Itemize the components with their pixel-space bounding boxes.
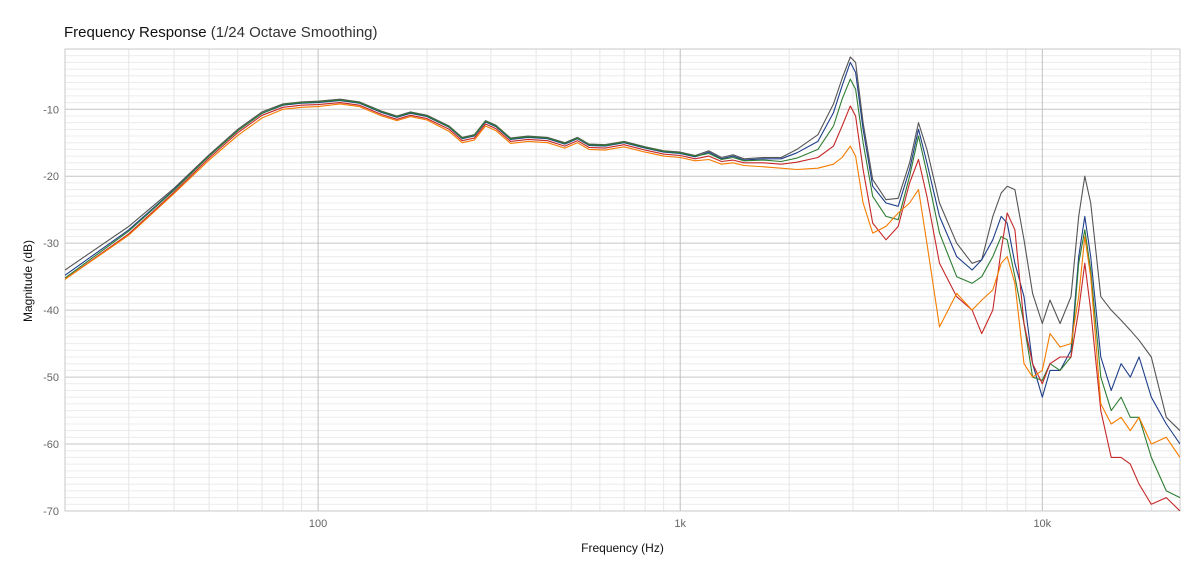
series-line-5 [65, 103, 1180, 458]
x-axis-label: Frequency (Hz) [581, 541, 664, 555]
y-axis-label: Magnitude (dB) [21, 239, 35, 323]
series-layer [65, 56, 1180, 511]
series-line-3 [65, 78, 1180, 499]
minor-grid [64, 48, 1180, 511]
x-tick-label: 10k [1033, 518, 1051, 530]
series-line-1 [65, 56, 1180, 432]
y-tick-label: -70 [43, 506, 59, 518]
y-tick-label: -30 [43, 238, 59, 250]
y-tick-label: -50 [43, 372, 59, 384]
y-tick-label: -20 [43, 171, 59, 183]
major-grid [65, 49, 1180, 512]
plot-frame [64, 48, 1181, 512]
y-tick-label: -10 [43, 104, 59, 116]
series-line-4 [65, 102, 1180, 511]
chart-subtitle: (1/24 Octave Smoothing) [210, 24, 378, 41]
series-line-2 [65, 61, 1180, 445]
x-tick-label: 100 [309, 518, 327, 530]
tick-layer: -10 -20 -30 -40 -50 -60 -70 100 1k 10k [43, 104, 1052, 530]
y-tick-label: -40 [43, 305, 59, 317]
chart-title: Frequency Response (1/24 Octave Smoothin… [64, 24, 378, 41]
x-tick-label: 1k [674, 518, 686, 530]
chart-title-main: Frequency Response [64, 24, 207, 41]
y-tick-label: -60 [43, 439, 59, 451]
